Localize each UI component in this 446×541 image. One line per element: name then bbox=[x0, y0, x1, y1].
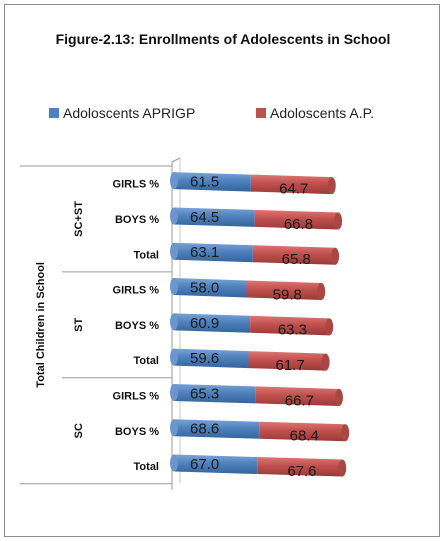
bar-aprigp bbox=[174, 419, 260, 439]
bar-cap-end bbox=[325, 318, 334, 336]
bar-ap bbox=[250, 174, 332, 195]
data-label-ap: 66.8 bbox=[284, 216, 313, 233]
data-label-ap: 67.6 bbox=[287, 463, 316, 480]
data-label-ap: 64.7 bbox=[279, 180, 308, 197]
bar-ap bbox=[259, 421, 346, 442]
data-label-aprigp: 68.6 bbox=[190, 421, 219, 438]
bar-cap-end bbox=[321, 353, 330, 371]
y-axis-title: Total Children in School bbox=[35, 262, 47, 388]
bar-cap-start bbox=[170, 383, 178, 401]
bar-cap-start bbox=[170, 348, 178, 366]
legend-label-ap: Adoloscents A.P. bbox=[270, 105, 375, 121]
data-label-aprigp: 59.6 bbox=[190, 350, 219, 367]
bar-ap bbox=[252, 245, 336, 265]
category-label: BOYS % bbox=[115, 320, 159, 332]
bar-ap bbox=[254, 209, 339, 230]
bar-aprigp bbox=[174, 172, 251, 192]
data-label-aprigp: 60.9 bbox=[190, 315, 219, 332]
data-label-aprigp: 67.0 bbox=[190, 456, 219, 473]
data-label-aprigp: 61.5 bbox=[190, 174, 219, 191]
data-label-ap: 68.4 bbox=[290, 428, 319, 445]
bar-aprigp bbox=[174, 383, 256, 404]
bar-ap bbox=[248, 351, 326, 371]
bar-cap-end bbox=[338, 459, 347, 477]
bar-cap-start bbox=[170, 242, 178, 260]
legend-swatch-ap bbox=[256, 108, 266, 118]
labels-layer: Total Children in School SC+ST GIRLS % 61.5… bbox=[35, 174, 319, 480]
group-label: SC bbox=[73, 423, 85, 438]
data-label-ap: 59.8 bbox=[273, 286, 302, 303]
bar-cap-start bbox=[170, 278, 178, 296]
chart-frame bbox=[4, 4, 440, 537]
bar-aprigp bbox=[174, 313, 251, 333]
data-label-ap: 65.8 bbox=[282, 251, 311, 268]
axis-wall-top bbox=[171, 157, 181, 163]
legend-item-ap: Adoloscents A.P. bbox=[256, 105, 374, 121]
category-label: BOYS % bbox=[115, 426, 159, 438]
category-label: Total bbox=[134, 249, 159, 261]
bars-layer bbox=[170, 172, 350, 477]
bar-cap-start bbox=[170, 207, 178, 225]
bar-aprigp bbox=[174, 242, 253, 263]
data-label-ap: 61.7 bbox=[275, 357, 304, 374]
legend-label-aprigp: Adoloscents APRIGP bbox=[63, 105, 196, 121]
category-label: Total bbox=[134, 461, 159, 473]
data-label-ap: 63.3 bbox=[278, 322, 307, 339]
data-label-aprigp: 65.3 bbox=[190, 385, 219, 402]
category-label: BOYS % bbox=[115, 214, 159, 226]
chart-title: Figure-2.13: Enrollments of Adolescents … bbox=[55, 31, 391, 47]
data-label-aprigp: 63.1 bbox=[190, 244, 219, 261]
bar-cap-start bbox=[170, 419, 178, 437]
bar-cap-end bbox=[327, 177, 336, 195]
group-label: ST bbox=[73, 318, 85, 332]
bar-cap-end bbox=[335, 388, 343, 406]
group-label: SC+ST bbox=[73, 201, 85, 237]
category-label: GIRLS % bbox=[113, 390, 160, 402]
bar-cap-start bbox=[170, 454, 178, 472]
bar-cap-start bbox=[170, 172, 178, 190]
bar-cap-end bbox=[334, 212, 343, 230]
bar-cap-end bbox=[341, 424, 350, 442]
data-label-ap: 66.7 bbox=[285, 392, 314, 409]
bar-aprigp bbox=[174, 348, 249, 369]
bar-aprigp bbox=[174, 454, 258, 475]
legend-item-aprigp: Adoloscents APRIGP bbox=[49, 105, 195, 121]
legend-swatch-aprigp bbox=[49, 108, 59, 118]
data-label-aprigp: 58.0 bbox=[190, 280, 219, 297]
category-label: Total bbox=[134, 355, 159, 367]
bar-ap bbox=[257, 457, 343, 477]
bar-aprigp bbox=[174, 278, 247, 298]
bar-aprigp bbox=[174, 207, 255, 227]
bar-ap bbox=[255, 386, 339, 406]
category-label: GIRLS % bbox=[113, 285, 160, 297]
category-label: GIRLS % bbox=[113, 179, 160, 191]
bar-ap bbox=[250, 315, 330, 336]
chart-legend: Adoloscents APRIGP Adoloscents A.P. bbox=[0, 105, 446, 125]
bar-cap-start bbox=[170, 313, 178, 331]
data-label-aprigp: 64.5 bbox=[190, 209, 219, 226]
bar-cap-end bbox=[331, 247, 340, 265]
bar-cap-end bbox=[317, 283, 326, 301]
bar-ap bbox=[246, 280, 322, 301]
